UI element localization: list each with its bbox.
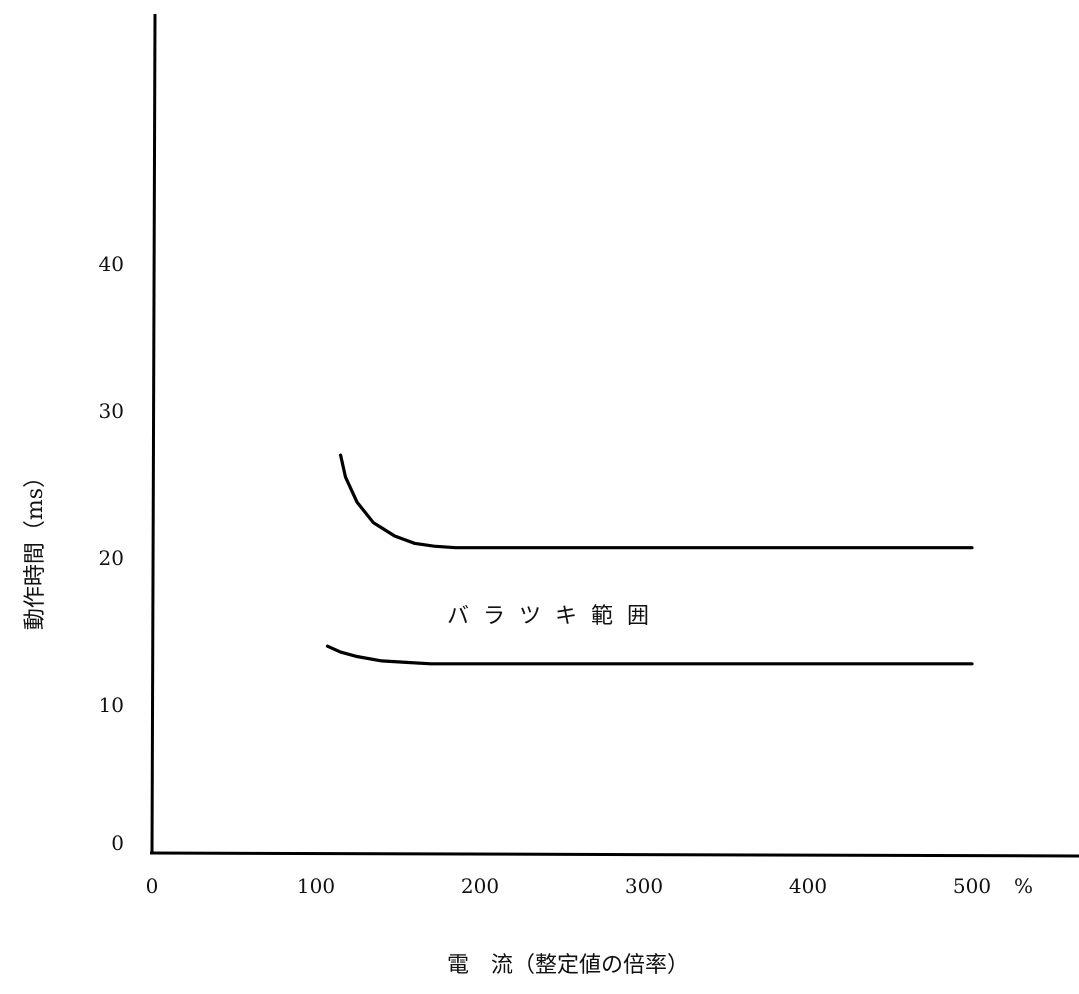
y-axis	[150, 13, 157, 855]
x-tick-label: 300	[625, 874, 663, 898]
y-tick-label: 10	[99, 693, 124, 717]
y-axis-line	[150, 13, 157, 855]
y-tick-label: 20	[99, 546, 124, 570]
x-tick-label: 0	[146, 874, 159, 898]
upper-limit-curve	[339, 453, 974, 550]
y-tick-labels: 0 10 20 30 40	[99, 252, 124, 855]
x-axis	[149, 851, 1079, 858]
x-tick-label: 100	[297, 874, 335, 898]
lower-limit-curve	[325, 644, 974, 666]
y-tick-label: 30	[99, 399, 124, 423]
x-tick-label: 500	[953, 874, 991, 898]
y-tick-label: 40	[99, 252, 124, 276]
y-axis-label: 動作時間（ms）	[23, 466, 48, 630]
x-axis-line	[149, 851, 1079, 858]
x-tick-label: 400	[789, 874, 827, 898]
series-layer	[325, 453, 974, 666]
y-tick-label: 0	[111, 831, 124, 855]
x-axis-label: 電 流（整定値の倍率）	[447, 953, 689, 978]
x-unit-label: %	[1014, 874, 1033, 898]
x-tick-label: 200	[461, 874, 499, 898]
x-tick-labels: 0 100 200 300 400 500	[146, 874, 991, 898]
range-annotation: バラツキ範囲	[447, 604, 663, 629]
